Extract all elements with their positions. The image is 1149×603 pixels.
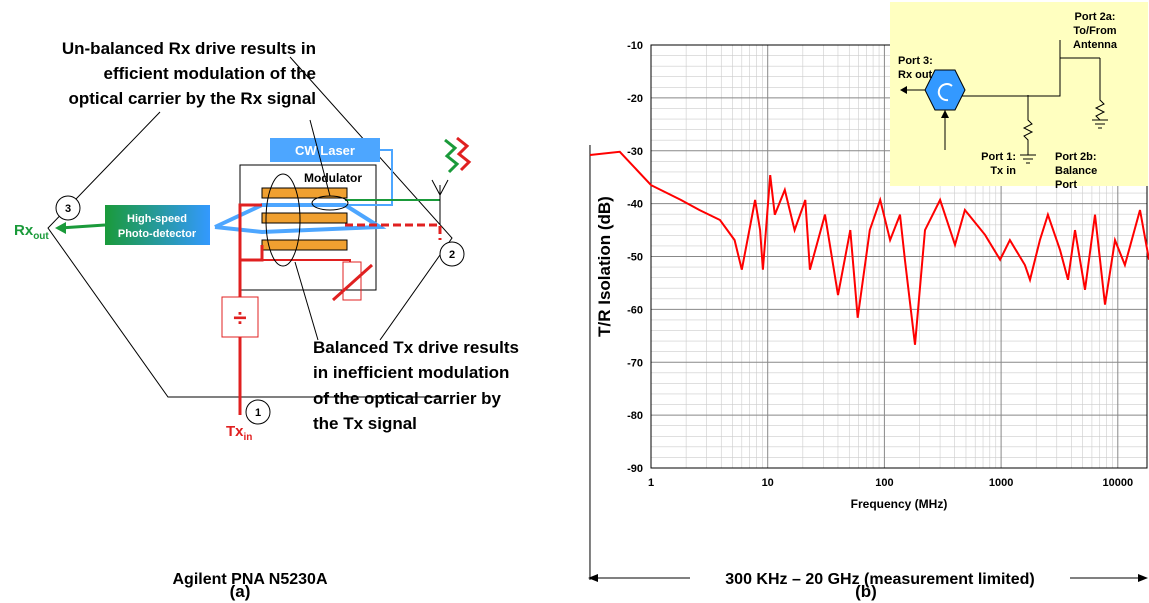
inset: Port 2a: To/From Antenna Port 3: Rx out …: [890, 2, 1148, 191]
tx-line: [238, 203, 262, 260]
y-tick-label: -60: [627, 304, 643, 316]
y-tick-label: -80: [627, 410, 643, 422]
y-tick-label: -90: [627, 463, 643, 475]
tx-sub: in: [244, 432, 253, 443]
antenna-load: [1094, 58, 1106, 121]
callout-top: efficient modulation of the: [104, 64, 317, 83]
x-tick-label: 1000: [989, 477, 1013, 489]
arrowhead: [941, 110, 949, 118]
data-line: [589, 150, 1149, 345]
callout-bottom: in inefficient modulation: [313, 363, 509, 382]
port-label: Port 3:: [898, 55, 933, 67]
arrowhead: [1138, 574, 1148, 582]
callout-bottom: the Tx signal: [313, 414, 417, 433]
x-tick-label: 1: [648, 477, 654, 489]
port-label: Port 2a:: [1075, 11, 1116, 23]
port-label: Rx out: [898, 69, 933, 81]
waveguide: [214, 203, 387, 235]
port-circle: [439, 241, 465, 267]
y-axis-label: T/R Isolation (dB): [595, 196, 614, 337]
panel-a: Un-balanced Rx drive results in efficien…: [14, 39, 519, 601]
hexagon-right: [289, 56, 453, 341]
port-number: 1: [255, 407, 261, 419]
antenna-port: [962, 40, 1061, 97]
x-tick-label: 100: [875, 477, 893, 489]
port-number: 2: [449, 249, 455, 261]
signal-wave: [456, 136, 472, 172]
y-tick-label: -70: [627, 357, 643, 369]
signal-wave: [444, 138, 460, 174]
port-label: Port 2b:: [1055, 151, 1097, 163]
antenna-line: [345, 223, 442, 240]
callout-bottom: Balanced Tx drive results: [313, 338, 519, 357]
range-note: 300 KHz – 20 GHz (measurement limited) (…: [588, 568, 1148, 601]
highlight-ellipse: [265, 173, 301, 267]
callout-top: optical carrier by the Rx signal: [68, 89, 316, 108]
port-label: Port: [1055, 179, 1077, 191]
tx-label: Txin: [226, 423, 252, 443]
hexagon-left: [47, 111, 440, 398]
laser-box: [270, 138, 380, 162]
photodetector-label: High-speed: [127, 213, 187, 225]
termination-arrow: [331, 263, 374, 302]
rx-label: Rxout: [14, 222, 49, 242]
y-tick-label: -50: [627, 252, 643, 264]
range-text: 300 KHz – 20 GHz (measurement limited): [725, 571, 1034, 588]
divider-symbol: ÷: [233, 305, 246, 332]
y-tick-label: -30: [627, 146, 643, 158]
laser-fiber: [320, 149, 393, 206]
range-bg: [690, 568, 1070, 588]
instrument-label: Agilent PNA N5230A: [173, 571, 328, 588]
y-tick-label: -10: [627, 40, 643, 52]
antenna: [431, 179, 449, 197]
port-label: To/From: [1073, 25, 1116, 37]
callout-bottom: of the optical carrier by: [313, 389, 502, 408]
callout-pointer: [294, 261, 319, 341]
circulator-arrow: [937, 83, 953, 102]
callout-top: Un-balanced Rx drive results in: [62, 39, 316, 58]
rx-main: Rx: [14, 222, 34, 239]
port-label: Port 1:: [981, 151, 1016, 163]
caption-b: (b): [855, 582, 877, 601]
port-circle: [245, 399, 271, 425]
electrode: [261, 212, 348, 224]
y-tick-label: -40: [627, 199, 643, 211]
divider-box: [221, 296, 259, 338]
electrode: [261, 187, 348, 199]
port-circle: [55, 195, 81, 221]
port-label: Balance: [1055, 165, 1097, 177]
electrode: [261, 239, 348, 251]
laser-label: CW Laser: [295, 143, 355, 158]
panel-b: -90 -80 -70 -60 -50 -40 -30 -20 -10 1 10 100 1000 100…: [589, 40, 1149, 580]
port-number: 3: [65, 203, 71, 215]
tx-main: Tx: [226, 423, 244, 440]
photodetector-box: [105, 205, 210, 245]
y-tick-label: -20: [627, 93, 643, 105]
ground: [1020, 119, 1108, 164]
photodetector-label: Photo-detector: [118, 228, 197, 240]
modulator-label: Modulator: [304, 171, 362, 185]
port-label: Tx in: [990, 165, 1016, 177]
rx-sub: out: [33, 231, 49, 242]
caption-a: (a): [230, 582, 251, 601]
termination-line: [261, 250, 351, 262]
x-axis-label: Frequency (MHz): [851, 497, 948, 511]
port-label: Antenna: [1073, 39, 1118, 51]
arrowhead: [588, 574, 598, 582]
rx-arrowhead: [55, 222, 66, 234]
termination: [342, 261, 362, 301]
arrowhead: [900, 86, 907, 94]
x-tick-label: 10: [762, 477, 774, 489]
rx-arrow: [59, 223, 106, 230]
callout-pointer: [309, 119, 331, 197]
x-tick-label: 10000: [1103, 477, 1134, 489]
